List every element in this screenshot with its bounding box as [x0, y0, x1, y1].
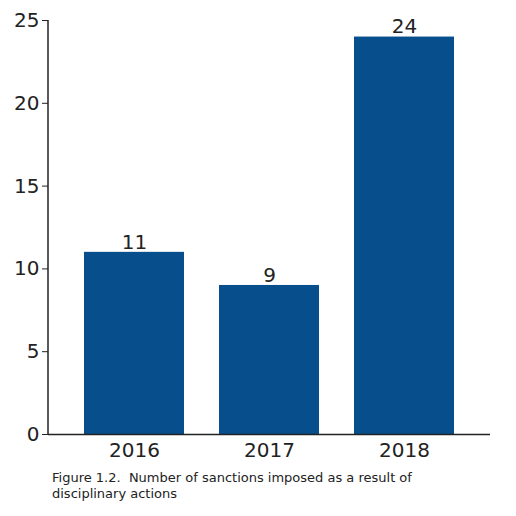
svg-text:15: 15 — [14, 174, 39, 198]
svg-text:20: 20 — [14, 91, 39, 115]
svg-text:24: 24 — [392, 14, 417, 38]
svg-text:2016: 2016 — [109, 438, 160, 462]
svg-text:10: 10 — [14, 256, 39, 280]
svg-text:5: 5 — [27, 339, 40, 363]
svg-text:2018: 2018 — [379, 438, 430, 462]
svg-text:11: 11 — [122, 230, 147, 254]
svg-text:9: 9 — [263, 263, 276, 287]
svg-text:2017: 2017 — [244, 438, 295, 462]
html-text:Figure 1.2. Number of sanction: Figure 1.2. Number of sanctions imposed … — [52, 470, 416, 502]
svg-text:0: 0 — [27, 422, 40, 446]
svg-text:25: 25 — [14, 8, 39, 32]
